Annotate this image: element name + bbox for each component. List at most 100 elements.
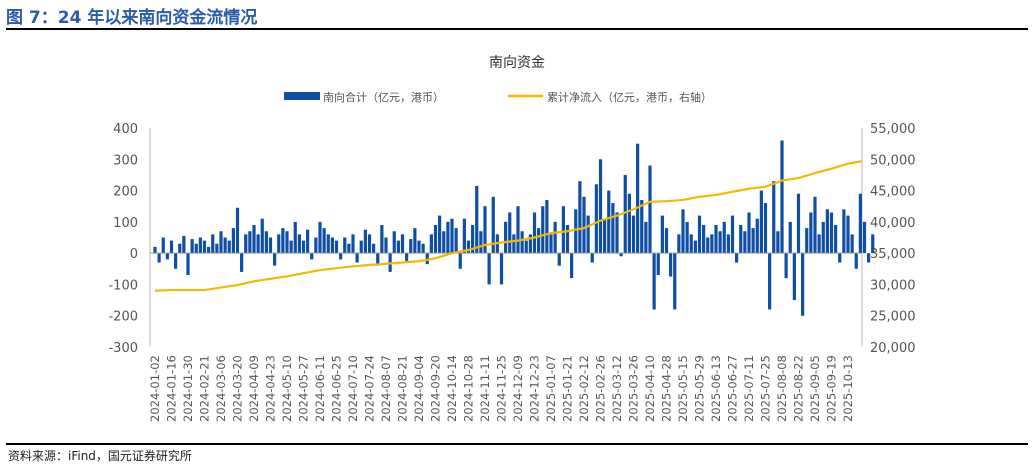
bar	[557, 253, 561, 266]
bar	[384, 237, 388, 254]
bar	[776, 231, 780, 254]
bar	[190, 239, 194, 254]
bar	[821, 221, 825, 254]
bar	[681, 209, 685, 254]
x-tick-label: 2024-03-06	[214, 355, 228, 422]
bar	[252, 224, 256, 254]
bar	[446, 221, 450, 254]
bar	[524, 240, 528, 254]
bar	[664, 228, 669, 254]
bar	[165, 253, 169, 260]
bar	[660, 215, 664, 254]
bar	[273, 253, 277, 266]
bar	[462, 218, 466, 254]
bar	[825, 209, 829, 254]
bar	[739, 224, 743, 254]
bar	[471, 224, 475, 254]
x-tick-label: 2025-02-12	[577, 355, 591, 422]
bar	[594, 184, 598, 254]
bar	[396, 240, 400, 254]
bar	[730, 215, 735, 254]
x-tick-label: 2024-12-23	[528, 355, 542, 422]
bar	[442, 231, 446, 254]
x-tick-label: 2024-09-04	[412, 355, 426, 422]
bar	[603, 218, 607, 254]
cumulative-line	[154, 160, 863, 292]
x-tick-label: 2025-07-25	[759, 355, 773, 422]
bar	[751, 228, 755, 254]
bar	[326, 234, 330, 254]
bar	[553, 221, 557, 254]
x-tick-label: 2024-01-02	[148, 355, 162, 422]
right-tick-label: 45,000	[870, 185, 916, 200]
bar	[438, 215, 442, 254]
bar	[244, 234, 248, 254]
bar	[343, 237, 347, 254]
bar	[264, 231, 268, 254]
x-tick-label: 2024-03-20	[231, 355, 245, 422]
bar	[743, 231, 747, 254]
right-tick-label: 25,000	[870, 310, 916, 325]
bottom-divider	[6, 443, 1028, 445]
bar	[211, 234, 215, 254]
x-tick-label: 2025-08-22	[792, 355, 806, 422]
bar	[718, 231, 722, 254]
bar	[801, 253, 805, 316]
bar	[330, 237, 334, 254]
bar	[784, 253, 788, 279]
bar	[499, 253, 504, 285]
bar	[854, 253, 858, 269]
bar	[871, 234, 875, 254]
x-tick-label: 2024-01-30	[181, 355, 195, 422]
bar	[702, 224, 706, 254]
bar	[178, 243, 182, 254]
bar	[809, 212, 813, 254]
bar	[454, 228, 458, 254]
bar	[277, 234, 281, 254]
bar	[400, 234, 405, 254]
bar	[322, 228, 326, 254]
bar	[755, 218, 759, 254]
bar	[355, 253, 359, 263]
bar	[792, 253, 796, 301]
bar	[392, 231, 396, 254]
left-tick-label: -200	[108, 310, 138, 325]
bar	[508, 212, 512, 254]
bar	[689, 234, 693, 254]
bar	[549, 234, 553, 254]
bar	[194, 243, 198, 254]
bar	[405, 253, 409, 261]
bar	[644, 221, 648, 254]
bar	[673, 253, 677, 310]
bar	[710, 234, 714, 254]
bar	[829, 212, 834, 254]
bar	[862, 221, 867, 254]
bar	[532, 212, 537, 254]
bar	[528, 234, 532, 254]
right-tick-label: 20,000	[870, 341, 916, 356]
x-tick-label: 2024-09-20	[429, 355, 443, 422]
bar	[735, 253, 739, 263]
bar	[491, 196, 495, 254]
bar	[780, 140, 784, 254]
bar	[153, 246, 157, 254]
x-tick-label: 2024-06-11	[313, 355, 327, 422]
x-tick-label: 2024-04-23	[264, 355, 278, 422]
x-tick-label: 2024-02-21	[198, 355, 212, 422]
x-tick-label: 2024-04-09	[247, 355, 261, 422]
bar	[458, 253, 462, 269]
bar	[157, 253, 161, 263]
bar	[697, 215, 702, 254]
bar	[227, 240, 231, 254]
bar	[813, 196, 817, 254]
bar	[582, 196, 586, 254]
bar	[834, 224, 838, 254]
x-tick-label: 2024-01-16	[165, 355, 179, 422]
x-tick-label: 2025-06-13	[709, 355, 723, 422]
bar	[235, 207, 240, 254]
x-tick-label: 2024-08-21	[396, 355, 410, 422]
x-tick-label: 2024-11-11	[478, 355, 492, 422]
bar	[475, 185, 479, 254]
left-tick-label: -300	[108, 341, 138, 356]
x-tick-label: 2025-10-13	[841, 355, 855, 422]
